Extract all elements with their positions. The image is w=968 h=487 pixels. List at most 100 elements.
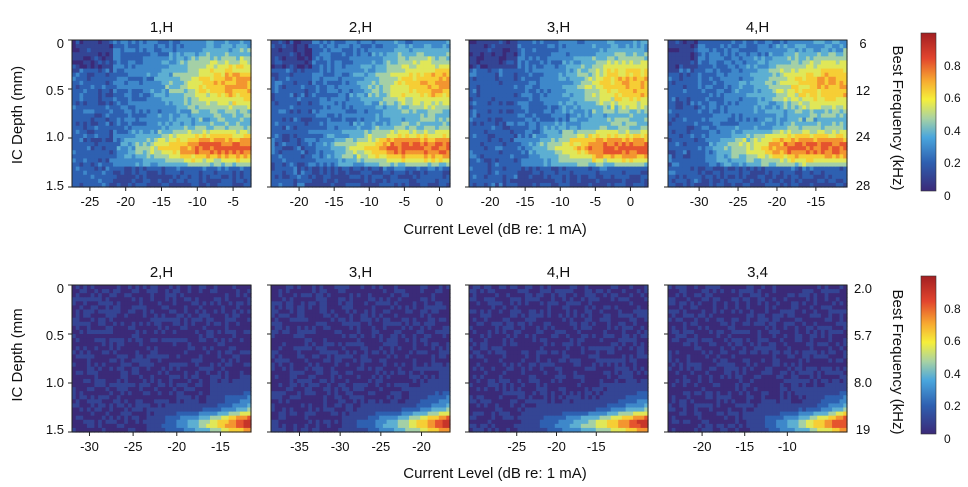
heatmap-cell [498, 170, 504, 176]
heatmap-cell [297, 44, 302, 49]
heatmap-cell [618, 97, 623, 102]
heatmap-cell [341, 138, 347, 143]
heatmap-cell [599, 154, 604, 160]
heatmap-cell [483, 150, 489, 155]
heatmap-cell [524, 40, 530, 45]
heatmap-cell [341, 60, 347, 66]
heatmap-cell [83, 52, 88, 57]
heatmap-cell [278, 40, 283, 45]
heatmap-cell [113, 142, 118, 147]
heatmap-cell [573, 89, 578, 94]
heatmap-cell [98, 125, 103, 131]
heatmap-cell [109, 133, 114, 139]
heatmap-cell [401, 97, 406, 102]
heatmap-cell [285, 133, 291, 139]
heatmap-cell [98, 40, 103, 45]
heatmap-cell [202, 174, 207, 180]
heatmap-cell [487, 117, 492, 123]
heatmap-cell [146, 97, 151, 102]
heatmap-cell [150, 117, 155, 123]
heatmap-cell [124, 154, 129, 160]
heatmap-cell [154, 68, 159, 74]
heatmap-cell [180, 178, 185, 184]
heatmap-cell [513, 44, 519, 49]
heatmap-cell [109, 44, 114, 49]
heatmap-cell [308, 76, 313, 82]
heatmap-cell [618, 182, 623, 188]
heatmap-cell [476, 68, 481, 74]
heatmap-cell [105, 40, 110, 45]
heatmap-cell [510, 113, 515, 119]
heatmap-cell [547, 154, 552, 160]
heatmap-cell [116, 125, 122, 131]
heatmap-cell [206, 182, 211, 188]
heatmap-cell [371, 125, 377, 131]
heatmap-cell [539, 68, 545, 74]
heatmap-cell [375, 72, 380, 78]
heatmap-cell [161, 174, 166, 180]
heatmap-cell [236, 162, 241, 168]
heatmap-cell [524, 182, 530, 188]
heatmap-cell [539, 64, 545, 70]
heatmap-cell [180, 56, 185, 62]
heatmap-cell [139, 154, 144, 160]
heatmap-cell [469, 68, 474, 74]
heatmap-cell [131, 89, 136, 94]
heatmap-cell [304, 105, 309, 111]
heatmap-cell [139, 125, 144, 131]
heatmap-cell [282, 170, 287, 176]
heatmap-cell [94, 158, 99, 164]
heatmap-cell [312, 93, 317, 98]
heatmap-cell [146, 117, 151, 123]
heatmap-cell [236, 56, 241, 62]
heatmap-cell [536, 84, 541, 90]
heatmap-cell [247, 182, 252, 188]
heatmap-cell [224, 158, 230, 164]
heatmap-cell [495, 48, 500, 53]
heatmap-cell [213, 129, 219, 135]
heatmap-cell [469, 84, 474, 90]
heatmap-cell [209, 170, 215, 176]
heatmap-cell [338, 125, 343, 131]
heatmap-cell [282, 166, 287, 172]
heatmap-cell [386, 154, 391, 160]
heatmap-cell [236, 113, 241, 119]
heatmap-cell [300, 150, 306, 155]
heatmap-cell [113, 76, 118, 82]
heatmap-cell [431, 162, 436, 168]
heatmap-cell [547, 60, 552, 66]
heatmap-cell [330, 68, 335, 74]
heatmap-cell [289, 105, 294, 111]
heatmap-cell [603, 133, 608, 139]
heatmap-cell [382, 125, 388, 131]
heatmap-cell [614, 129, 619, 135]
heatmap-cell [599, 89, 604, 94]
heatmap-cell [139, 72, 144, 78]
heatmap-cell [172, 109, 178, 115]
heatmap-cell [524, 154, 530, 160]
heatmap-cell [282, 44, 287, 49]
heatmap-cell [397, 56, 403, 62]
heatmap-cell [401, 64, 406, 70]
heatmap-cell [580, 170, 586, 176]
heatmap-cell [326, 158, 332, 164]
heatmap-cell [239, 158, 245, 164]
heatmap-cell [438, 89, 444, 94]
heatmap-cell [390, 80, 395, 86]
heatmap-cell [584, 84, 589, 90]
heatmap-cell [224, 40, 230, 45]
heatmap-cell [543, 158, 548, 164]
heatmap-cell [198, 129, 204, 135]
heatmap-cell [405, 60, 410, 66]
heatmap-cell [487, 166, 492, 172]
heatmap-cell [315, 48, 321, 53]
heatmap-cell [124, 133, 129, 139]
heatmap-cell [435, 101, 440, 106]
heatmap-cell [90, 142, 95, 147]
heatmap-cell [195, 60, 200, 66]
heatmap-cell [528, 93, 533, 98]
heatmap-cell [161, 138, 166, 143]
heatmap-cell [580, 146, 586, 151]
heatmap-cell [289, 121, 294, 127]
heatmap-cell [408, 113, 414, 119]
